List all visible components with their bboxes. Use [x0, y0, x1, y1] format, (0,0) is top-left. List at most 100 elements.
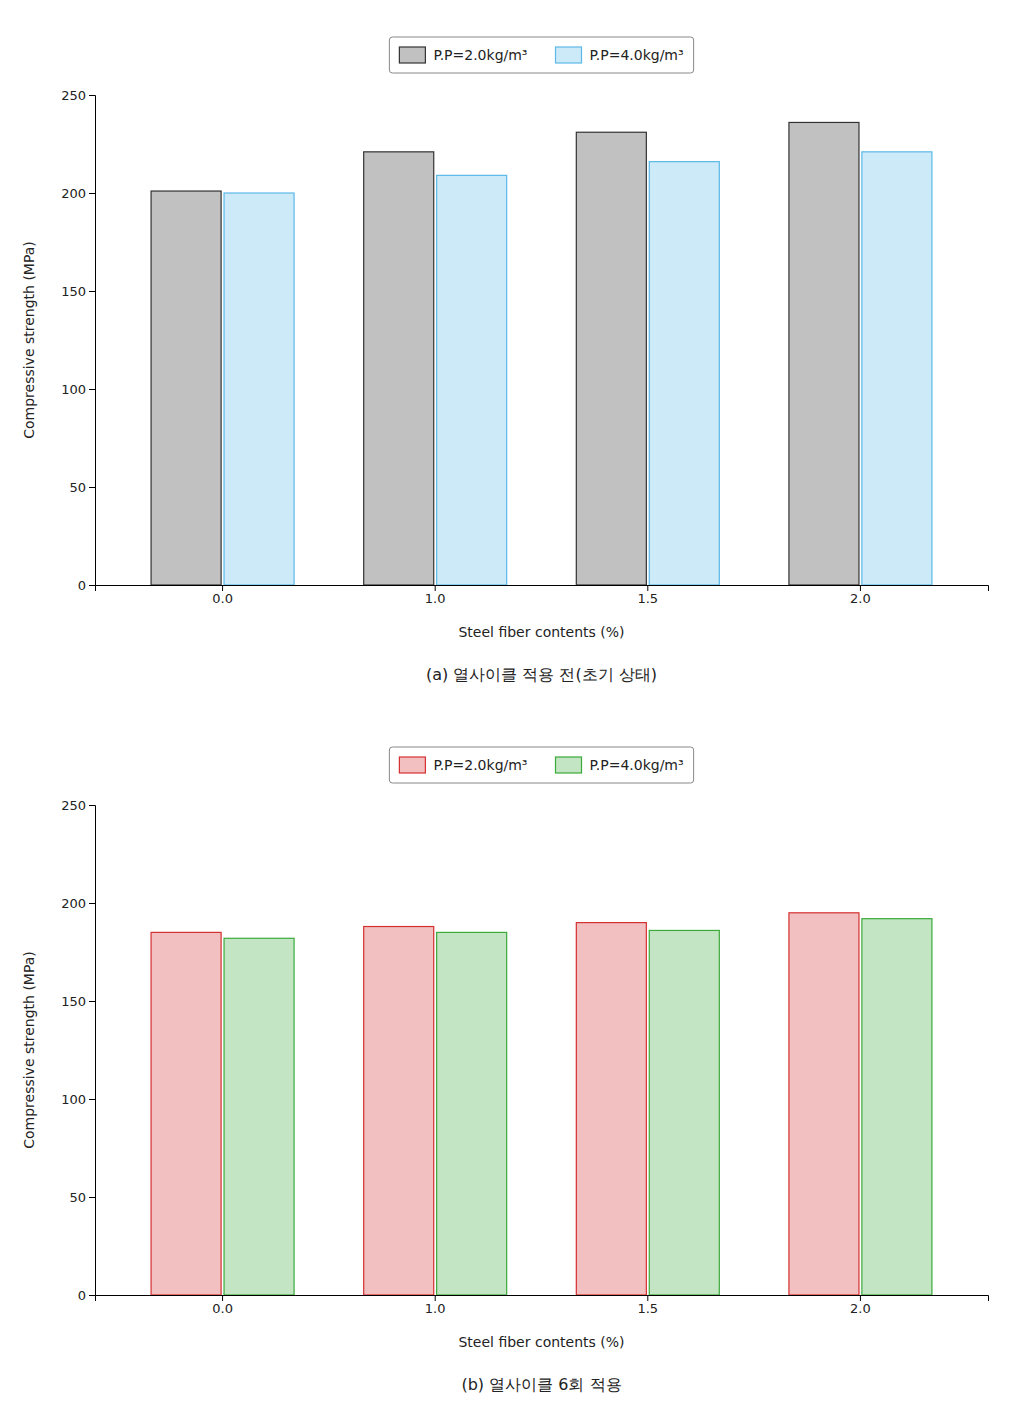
bar [649, 930, 719, 1295]
y-tick: 50 [69, 480, 95, 495]
legend-label: P.P=4.0kg/m³ [590, 47, 684, 63]
y-tick: 100 [61, 1092, 95, 1107]
legend-swatch [556, 47, 582, 63]
tick-label: 150 [61, 994, 86, 1009]
legend-label: P.P=2.0kg/m³ [433, 757, 527, 773]
tick-label: 100 [61, 1092, 86, 1107]
y-tick: 250 [61, 88, 95, 103]
tick-mark [647, 1295, 648, 1301]
subtitle: (a) 열사이클 적용 전(초기 상태) [426, 665, 657, 684]
bar [862, 152, 932, 585]
tick-label: 150 [61, 284, 86, 299]
legend-item: P.P=2.0kg/m³ [399, 757, 527, 773]
subtitle: (b) 열사이클 6회 적용 [461, 1375, 621, 1394]
x-tick: 1.0 [425, 1295, 446, 1316]
x-tick: 1.5 [637, 585, 658, 606]
x-tick: 2.0 [850, 1295, 871, 1316]
tick-mark [89, 389, 95, 390]
tick-label: 50 [69, 1190, 86, 1205]
bar [224, 193, 294, 585]
tick-label: 1.0 [425, 591, 446, 606]
bar [364, 927, 434, 1295]
bar [649, 162, 719, 585]
legend-item: P.P=4.0kg/m³ [556, 47, 684, 63]
y-tick: 150 [61, 994, 95, 1009]
tick-mark [647, 585, 648, 591]
axis-line [96, 586, 989, 592]
chart-panel: 0501001502002500.01.01.52.0Compressive s… [21, 747, 989, 1394]
tick-label: 200 [61, 186, 86, 201]
x-axis-title: Steel fiber contents (%) [458, 624, 624, 640]
axis-line [89, 806, 96, 1296]
tick-label: 250 [61, 88, 86, 103]
bar [437, 175, 507, 585]
tick-label: 1.0 [425, 1301, 446, 1316]
tick-mark [89, 1099, 95, 1100]
tick-mark [89, 903, 95, 904]
bar [151, 191, 221, 585]
bar [437, 932, 507, 1295]
x-tick: 1.5 [637, 1295, 658, 1316]
tick-mark [89, 805, 95, 806]
tick-mark [89, 1295, 95, 1296]
legend-swatch [399, 47, 425, 63]
tick-mark [89, 95, 95, 96]
x-tick: 0.0 [212, 1295, 233, 1316]
bar-series [151, 913, 859, 1295]
y-tick: 50 [69, 1190, 95, 1205]
tick-label: 0 [78, 1288, 86, 1303]
tick-label: 0 [78, 578, 86, 593]
tick-label: 250 [61, 798, 86, 813]
tick-label: 100 [61, 382, 86, 397]
y-axis: 0 50 100 150 200 250 [61, 798, 95, 1303]
chart-panel: 0 50 100 150 200 250 0.0 1.0 1.5 2.0 Compressive s… [21, 37, 989, 684]
bar [576, 132, 646, 585]
y-tick: 0 [78, 1288, 95, 1303]
tick-mark [89, 1197, 95, 1198]
bar [151, 932, 221, 1295]
legend-frame [389, 37, 693, 73]
tick-mark [222, 585, 223, 591]
axis-line [89, 96, 96, 586]
tick-mark [89, 291, 95, 292]
legend-item: P.P=4.0kg/m³ [556, 757, 684, 773]
legend-item: P.P=2.0kg/m³ [399, 47, 527, 63]
legend: P.P=2.0kg/m³ P.P=4.0kg/m³ [389, 37, 693, 73]
axis-line [96, 1296, 989, 1302]
y-tick: 150 [61, 284, 95, 299]
x-tick: 2.0 [850, 585, 871, 606]
bar [576, 923, 646, 1295]
bar [364, 152, 434, 585]
tick-mark [89, 487, 95, 488]
legend-label: P.P=4.0kg/m³ [590, 757, 684, 773]
y-tick: 0 [78, 578, 95, 593]
tick-mark [435, 1295, 436, 1301]
tick-label: 2.0 [850, 591, 871, 606]
x-axis: 0.0 1.0 1.5 2.0 [96, 585, 989, 606]
bar [789, 122, 859, 585]
bars [151, 122, 932, 585]
tick-label: 1.5 [637, 1301, 658, 1316]
x-tick: 0.0 [212, 585, 233, 606]
tick-label: 0.0 [212, 1301, 233, 1316]
y-tick: 200 [61, 186, 95, 201]
bar-series [224, 152, 932, 585]
tick-mark [860, 1295, 861, 1301]
legend-frame [389, 747, 693, 783]
tick-label: 200 [61, 896, 86, 911]
legend-swatch [399, 757, 425, 773]
x-axis: 0.0 1.0 1.5 2.0 [96, 1295, 989, 1316]
tick-mark [860, 585, 861, 591]
y-axis-title: Compressive strength (MPa) [21, 241, 37, 439]
bar [224, 938, 294, 1295]
y-tick: 200 [61, 896, 95, 911]
tick-label: 2.0 [850, 1301, 871, 1316]
tick-mark [89, 1001, 95, 1002]
tick-mark [435, 585, 436, 591]
bar [862, 919, 932, 1295]
y-tick: 100 [61, 382, 95, 397]
tick-label: 0.0 [212, 591, 233, 606]
y-axis: 0 50 100 150 200 250 [61, 88, 95, 593]
x-axis-title: Steel fiber contents (%) [458, 1334, 624, 1350]
bar [789, 913, 859, 1295]
